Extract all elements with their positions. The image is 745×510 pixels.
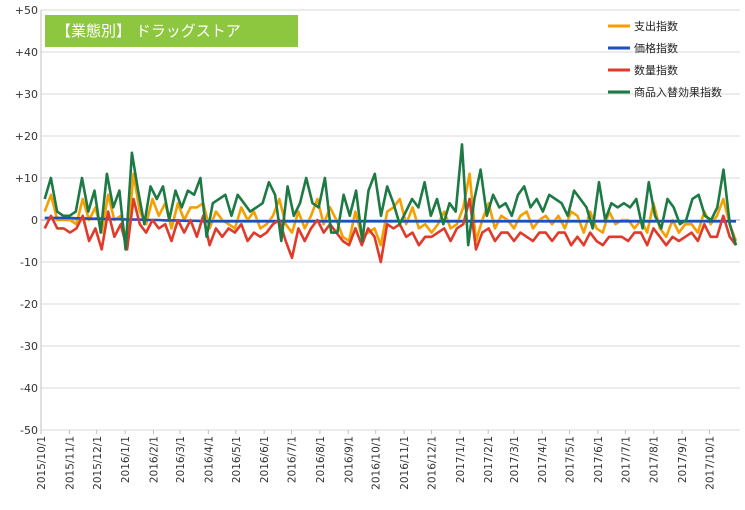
x-tick-label: 2016/8/1 xyxy=(315,436,327,483)
title-badge-background xyxy=(45,15,298,47)
y-tick-label: +30 xyxy=(15,88,38,101)
legend-label: 価格指数 xyxy=(634,41,678,55)
x-tick-label: 2016/7/1 xyxy=(287,436,299,483)
y-tick-label: +50 xyxy=(15,4,38,17)
x-tick-label: 2017/3/1 xyxy=(509,436,521,483)
x-tick-label: 2016/10/1 xyxy=(371,436,383,490)
x-tick-label: 2016/4/1 xyxy=(203,436,215,483)
y-tick-label: -50 xyxy=(20,424,38,437)
y-tick-label: +10 xyxy=(15,172,38,185)
title-badge: 【業態別】 ドラッグストア xyxy=(45,15,298,47)
x-tick-label: 2017/10/1 xyxy=(704,436,716,490)
legend-label: 支出指数 xyxy=(634,19,678,33)
x-tick-label: 2015/12/1 xyxy=(92,436,104,490)
x-tick-label: 2016/11/1 xyxy=(399,436,411,490)
y-tick-label: -40 xyxy=(20,382,38,395)
legend-label: 商品入替効果指数 xyxy=(634,85,722,99)
y-axis-ticks: +50 +40 +30 +20 +10 0 -10 -20 -30 -40 -50 xyxy=(15,4,38,437)
x-tick-label: 2017/2/1 xyxy=(483,436,495,483)
y-tick-label: 0 xyxy=(31,214,38,227)
y-tick-label: -30 xyxy=(20,340,38,353)
x-tick-label: 2017/1/1 xyxy=(455,436,467,483)
x-tick-label: 2016/5/1 xyxy=(231,436,243,483)
series-line-2 xyxy=(44,216,736,223)
y-tick-label: +20 xyxy=(15,130,38,143)
x-tick-label: 2017/4/1 xyxy=(537,436,549,483)
y-tick-label: -20 xyxy=(20,298,38,311)
y-tick-label: +40 xyxy=(15,46,38,59)
x-tick-label: 2016/3/1 xyxy=(175,436,187,483)
x-tick-label: 2017/8/1 xyxy=(649,436,661,483)
x-tick-label: 2015/11/1 xyxy=(64,436,76,490)
y-tick-label: -10 xyxy=(20,256,38,269)
x-tick-label: 2016/2/1 xyxy=(148,436,160,483)
chart-title: 【業態別】 ドラッグストア xyxy=(56,22,241,40)
x-tick-label: 2016/9/1 xyxy=(343,436,355,483)
legend-label: 数量指数 xyxy=(634,63,678,77)
x-tick-label: 2015/10/1 xyxy=(36,436,48,490)
x-tick-label: 2017/7/1 xyxy=(620,436,632,483)
series-line-4 xyxy=(43,143,738,251)
series-line-3 xyxy=(43,197,738,264)
series-group xyxy=(43,143,738,264)
x-tick-label: 2017/6/1 xyxy=(593,436,605,483)
x-tick-label: 2017/9/1 xyxy=(677,436,689,483)
x-tick-label: 2016/1/1 xyxy=(120,436,132,483)
x-tick-label: 2017/5/1 xyxy=(565,436,577,483)
x-tick-label: 2016/6/1 xyxy=(259,436,271,483)
gridlines xyxy=(40,9,740,431)
x-axis-ticks: 2015/10/1 2015/11/1 2015/12/1 2016/1/1 2016/… xyxy=(36,430,716,490)
x-tick-label: 2016/12/1 xyxy=(426,436,438,490)
